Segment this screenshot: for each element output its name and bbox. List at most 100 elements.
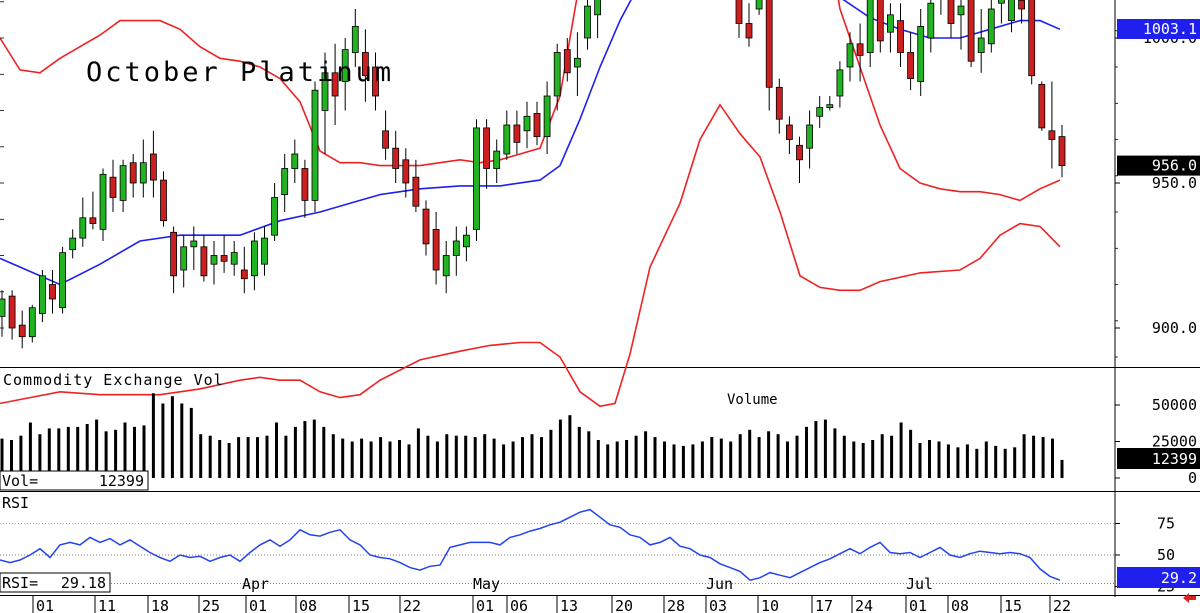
volume-bar — [1013, 447, 1017, 478]
volume-bar — [994, 445, 998, 478]
rsi-series — [0, 508, 1115, 584]
volume-bar — [672, 444, 676, 478]
volume-bar — [795, 435, 799, 478]
volume-bar — [76, 426, 80, 478]
volume-bar — [653, 437, 657, 478]
volume-bar — [871, 440, 875, 478]
month-label: Apr — [242, 575, 269, 593]
volume-bar — [114, 429, 118, 478]
candle-body — [412, 176, 420, 207]
volume-bar — [19, 435, 23, 478]
candle-body — [563, 49, 571, 74]
volume-bar — [625, 440, 629, 478]
candle-body — [432, 228, 440, 271]
volume-bar — [738, 434, 742, 478]
rsi-line — [0, 508, 1061, 582]
rsi-readout-label: RSI= — [2, 574, 38, 592]
volume-bar — [66, 426, 70, 478]
volume-bar — [748, 429, 752, 478]
volume-bar — [634, 435, 638, 478]
candle-body — [240, 269, 248, 280]
volume-bar — [180, 403, 184, 478]
candle-body — [1048, 130, 1056, 140]
rsi-panel-label: RSI — [2, 494, 29, 512]
candle-body — [1018, 0, 1025, 10]
candle-body — [998, 0, 1005, 4]
volume-bar — [568, 415, 572, 478]
volume-bar — [199, 434, 203, 478]
volume-bar — [360, 438, 364, 478]
candle-body — [291, 153, 299, 169]
candle-body — [826, 104, 834, 108]
volume-bar — [956, 447, 960, 478]
volume-bar — [511, 441, 515, 478]
volume-bar — [842, 435, 846, 478]
date-tick-label: 01 — [476, 597, 494, 613]
volume-bar — [57, 428, 61, 478]
candle-body — [543, 95, 551, 137]
volume-bar — [540, 437, 543, 478]
volume-bar — [1022, 434, 1026, 478]
date-tick-label: 13 — [560, 597, 578, 613]
date-tick-label: 22 — [1053, 597, 1071, 613]
candle-body — [250, 240, 258, 277]
volume-bar — [1060, 459, 1064, 478]
candle-body — [402, 159, 410, 184]
date-tick-label: 01 — [36, 597, 54, 613]
volume-bar — [237, 437, 241, 478]
volume-bar — [407, 444, 411, 478]
volume-bar — [606, 444, 610, 478]
date-tick-label: 03 — [709, 597, 727, 613]
candle-body — [301, 168, 309, 201]
candle-body — [331, 72, 339, 97]
date-tick-label: 24 — [855, 597, 873, 613]
volume-bar — [681, 445, 685, 478]
candle-body — [39, 275, 46, 314]
volume-bar — [644, 431, 648, 478]
candle-body — [271, 197, 279, 236]
candle-body — [1038, 84, 1046, 129]
rsi-tick-label: 75 — [1157, 515, 1175, 533]
date-tick-label: 01 — [249, 597, 267, 613]
candle-body — [59, 252, 66, 309]
volume-bar — [975, 448, 979, 478]
volume-bar — [918, 443, 922, 478]
volume-bar — [379, 437, 383, 478]
volume-bar — [492, 438, 496, 478]
volume-bar — [104, 431, 108, 478]
candle-body — [846, 43, 854, 68]
volume-bar — [464, 435, 468, 478]
candle-body — [361, 52, 369, 77]
scroll-left-arrow-icon[interactable] — [1183, 593, 1196, 603]
candle-body — [473, 127, 480, 230]
date-tick-label: 11 — [98, 597, 116, 613]
volume-bar — [577, 426, 581, 478]
candle-body — [422, 208, 430, 245]
candle-body — [967, 0, 975, 62]
volume-bar — [189, 407, 193, 478]
volume-bar — [10, 440, 13, 478]
price-tag: 1003.1 — [1143, 20, 1197, 38]
candle-body — [200, 246, 208, 277]
volume-bar — [521, 437, 524, 478]
volume-bar — [1003, 448, 1007, 478]
candle-body — [119, 165, 127, 201]
candle-body — [28, 307, 36, 338]
date-tick-label: 08 — [299, 597, 317, 613]
candle-body — [775, 86, 783, 120]
volume-bar — [691, 444, 695, 478]
volume-bar — [663, 441, 666, 478]
volume-bar — [719, 438, 723, 478]
candle-body — [533, 113, 541, 138]
date-tick-label: 10 — [761, 597, 779, 613]
candle-body — [503, 124, 511, 155]
price-tick-label: 900.0 — [1152, 319, 1197, 337]
candle-body — [987, 8, 995, 45]
candle-body — [372, 66, 379, 97]
volume-bar — [861, 443, 865, 478]
date-tick-label: 28 — [667, 597, 685, 613]
candle-body — [190, 240, 198, 248]
volume-bar — [312, 419, 316, 478]
volume-bar — [587, 431, 591, 478]
